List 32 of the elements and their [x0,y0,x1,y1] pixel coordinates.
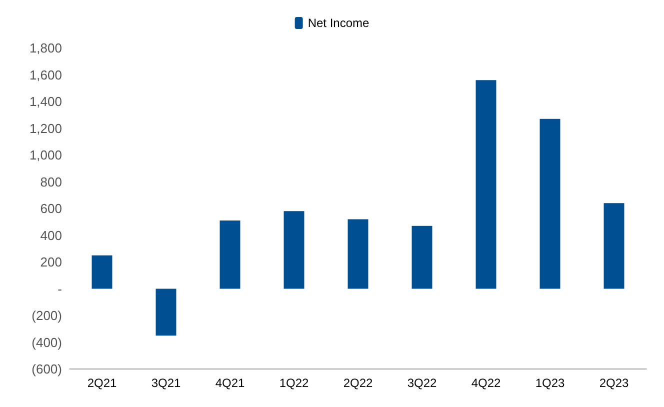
legend-label: Net Income [308,16,370,30]
y-tick-label: 800 [40,174,62,190]
x-tick-label: 2Q21 [87,376,117,390]
x-tick-label: 2Q23 [599,376,629,390]
bar [540,118,560,289]
y-tick-label: - [58,281,62,296]
x-tick-label: 1Q22 [279,376,309,390]
y-tick-label: (400) [32,334,62,350]
bar [348,219,368,289]
bar [92,255,112,289]
bar [156,288,176,336]
bar [220,220,240,289]
y-tick-label: (600) [32,362,62,376]
bar [476,80,496,289]
x-tick-label: 3Q21 [151,376,181,390]
y-tick-label: 200 [40,254,62,270]
x-tick-label: 4Q21 [215,376,245,390]
y-tick-label: 400 [40,228,62,243]
x-tick-label: 3Q22 [407,376,437,390]
x-tick-label: 2Q22 [343,376,373,390]
bar [604,203,624,289]
y-tick-label: 1,600 [29,67,62,82]
y-tick-label: 1,200 [29,120,62,136]
x-tick-label: 4Q22 [471,376,501,390]
bar [412,226,432,289]
y-tick-label: 1,000 [29,148,62,162]
x-tick-label: 1Q23 [535,376,565,390]
y-tick-label: 600 [40,201,62,216]
y-tick-label: (200) [32,308,62,323]
bar [284,211,304,289]
y-tick-label: 1,800 [29,40,62,56]
y-tick-label: 1,400 [29,94,62,109]
